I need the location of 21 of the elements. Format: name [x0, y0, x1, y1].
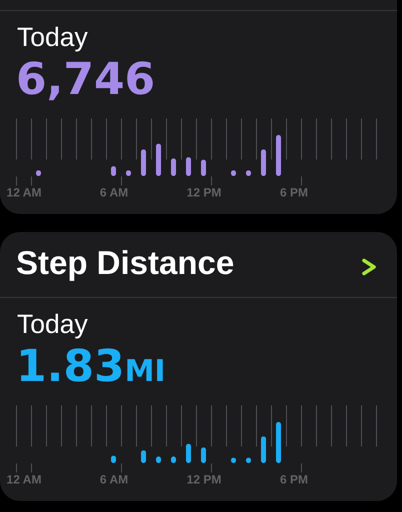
bar [140, 149, 146, 176]
x-tick-label: 12 PM [186, 472, 222, 486]
bar [260, 149, 266, 176]
x-tick-label: 6 PM [280, 186, 308, 200]
x-tick-label: 12 AM [6, 472, 42, 486]
bar [276, 135, 281, 176]
x-tick-label: 12 PM [186, 186, 222, 200]
chart-title: Step Distance [16, 243, 234, 283]
chart-subtitle: Today [17, 309, 88, 339]
bar [276, 422, 281, 463]
x-tick-label: 6 AM [100, 186, 128, 200]
x-tick-label: 12 AM [6, 186, 42, 200]
bar [260, 436, 266, 463]
x-tick-label: 6 PM [280, 472, 308, 486]
bar [186, 157, 191, 176]
chart-subtitle: Today [17, 22, 88, 52]
text: 6,746 [16, 54, 156, 105]
bar [186, 444, 191, 463]
bar [156, 144, 161, 176]
text: 1.83MI [16, 341, 166, 392]
x-tick-label: 6 AM [100, 472, 128, 486]
